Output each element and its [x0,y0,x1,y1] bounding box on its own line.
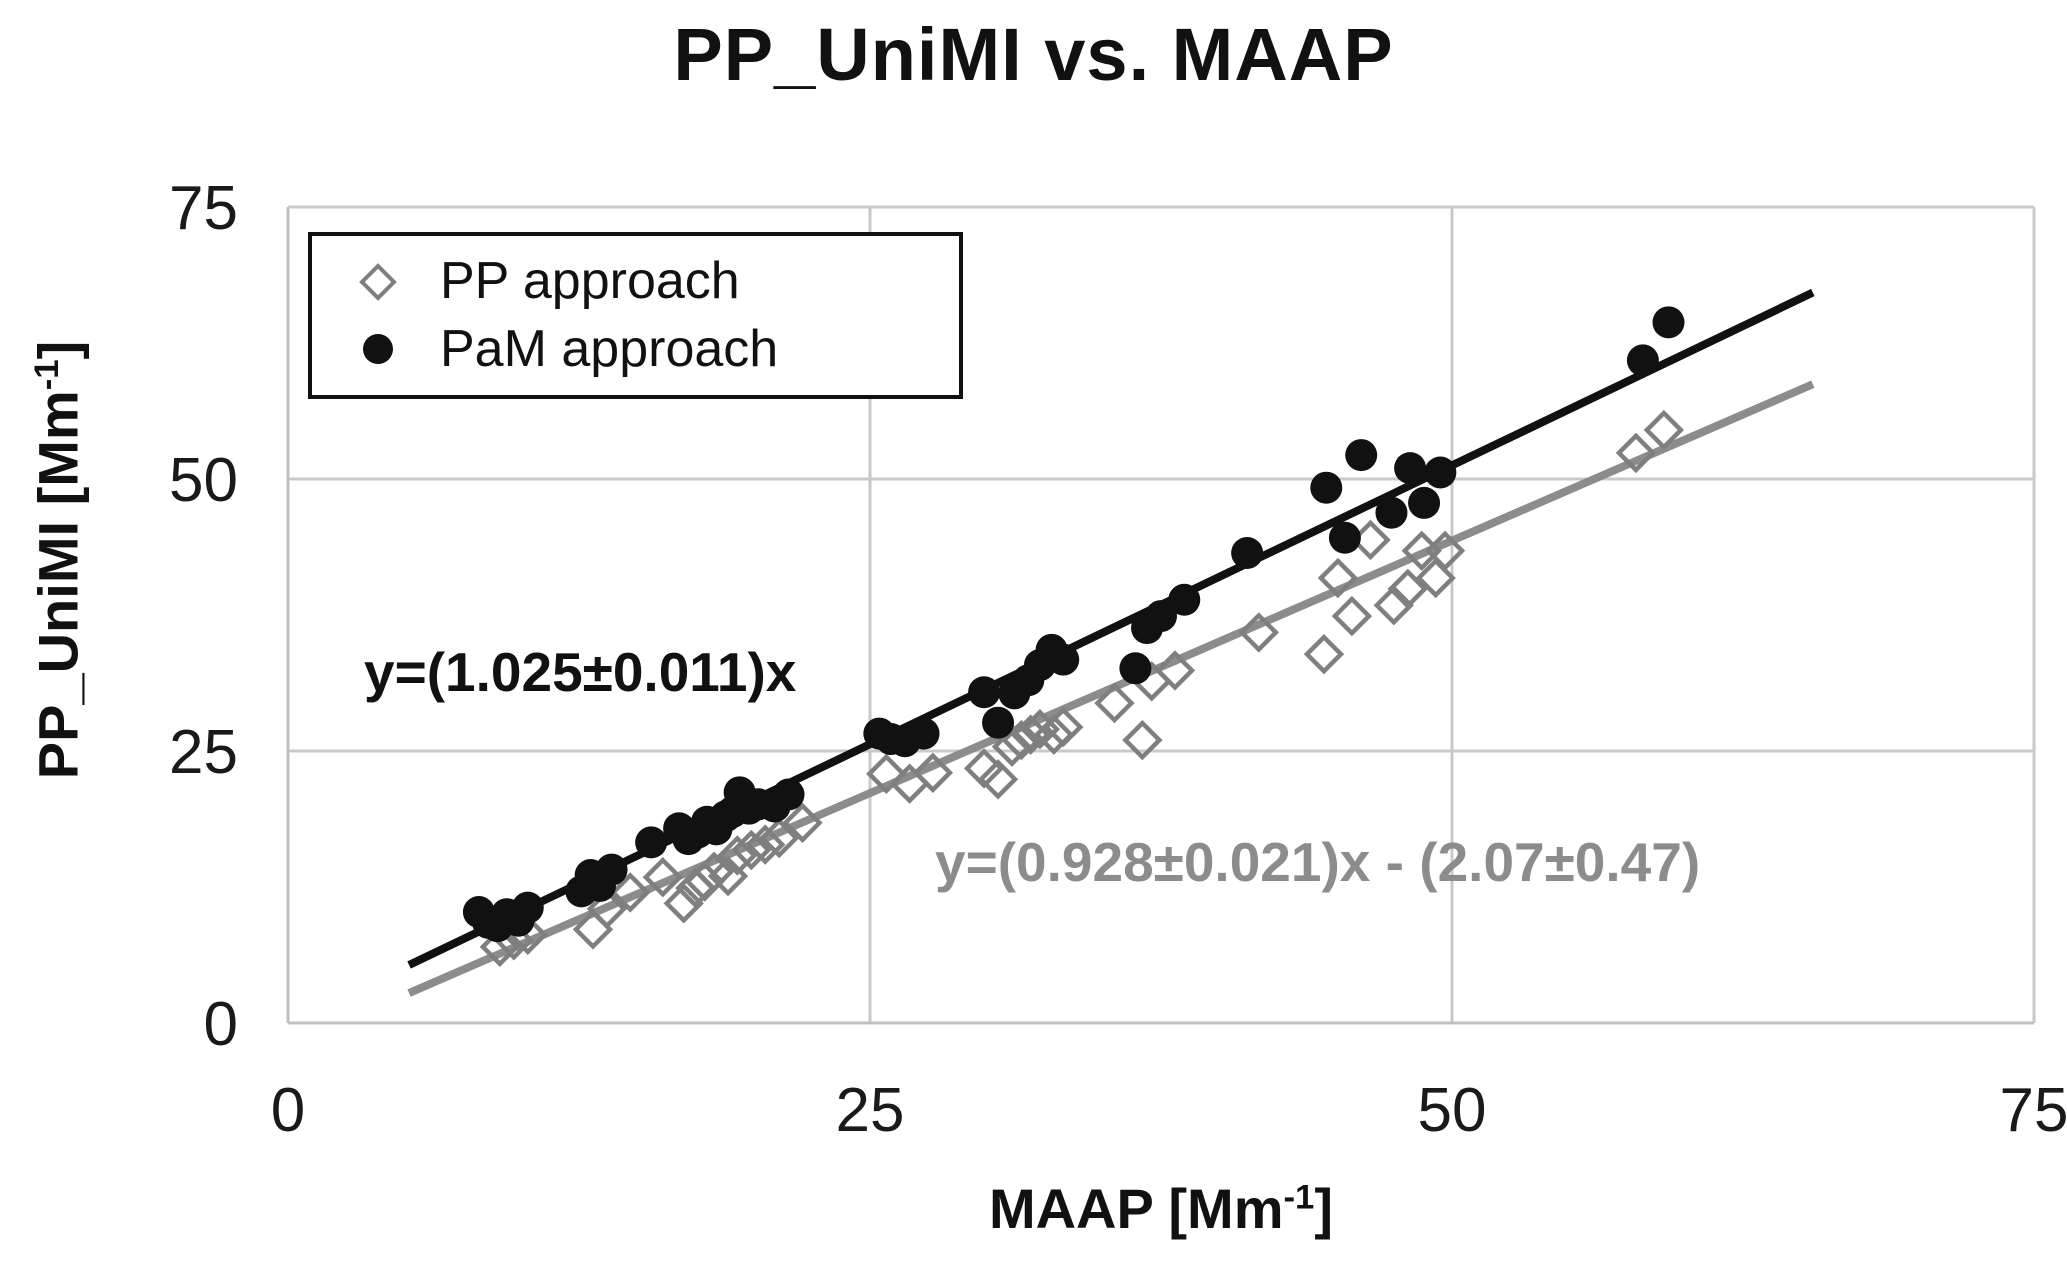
pam-point [1310,471,1343,504]
legend-item-pam: PaM approach [358,319,959,378]
pam-point [1424,456,1457,489]
y-tick-label: 0 [204,990,238,1059]
pp-point [1424,530,1466,571]
pam-point [595,853,628,886]
pp-point [1094,682,1135,724]
x-tick-label: 50 [1418,1076,1487,1145]
pp-point [1373,585,1414,626]
y-tick-label: 25 [169,718,238,787]
y-tick-label: 50 [169,446,238,515]
pp-point [866,753,907,795]
pp-point [745,824,786,865]
pam-point [1231,536,1264,569]
pp-point [684,861,725,902]
pp-point [1238,612,1279,653]
pam-point [907,717,940,750]
y-axis-superscript: -1 [27,359,66,391]
x-tick-label: 0 [271,1076,305,1145]
pp-point [479,926,521,968]
pam-point [1119,652,1152,685]
pp-point [1643,409,1685,451]
pam-point [1345,439,1378,472]
diamond-marker-icon [359,263,397,301]
pam-point [1652,306,1685,339]
pp-point [977,759,1019,800]
chart-title: PP_UniMI vs. MAAP [673,13,1394,96]
pp-point [1033,714,1075,755]
pam-point [1408,486,1441,519]
pp-point [1122,719,1163,761]
pp-point [1154,650,1196,691]
pam-point [635,826,668,859]
pp-point [610,872,651,913]
pp-point [663,883,704,924]
pp-point [1303,633,1345,675]
pp-point [759,817,800,859]
pam-point [1394,452,1427,485]
x-axis-title: MAAP [Mm-1] [988,1177,1334,1240]
pp-point [1415,557,1456,599]
pp-point [991,726,1033,767]
pp-point [1387,568,1428,610]
pam-point [1626,344,1659,377]
pp-point [912,752,954,793]
pam-point [1328,521,1361,554]
pp-point [1001,719,1042,761]
pam-point [772,778,805,811]
legend-label-pp: PP approach [440,252,740,311]
pp-point [642,857,683,898]
y-tick-label: 75 [169,174,238,243]
fit-equation-pam: y=(1.025±0.011)x [364,641,797,703]
pp-point [693,851,735,892]
pp-point [1615,432,1657,474]
x-tick-label: 25 [836,1076,905,1145]
pam-point [1375,496,1408,529]
pam-point [968,676,1001,709]
x-axis-superscript: -1 [1283,1178,1315,1217]
pp-point [1317,557,1359,599]
circle-marker-icon [363,334,393,365]
legend: PP approach PaM approach [308,232,963,399]
pp-point [1331,595,1373,637]
y-axis-title: PP_UniMI [Mm-1] [26,340,90,780]
fit-equation-pp: y=(0.928±0.021)x - (2.07±0.47) [935,831,1701,893]
legend-label-pam: PaM approach [440,319,779,378]
pp-point [782,802,823,843]
pp-point [586,888,628,929]
pam-point [511,891,544,924]
pam-point [1145,600,1177,633]
pam-point [1047,643,1080,676]
pam-point [1168,583,1201,616]
pp-point [1043,706,1084,748]
pam-point [982,706,1015,739]
legend-item-pp: PP approach [358,253,959,310]
x-tick-label: 75 [2000,1076,2067,1145]
pp-point [731,829,772,871]
pp-point [717,835,758,876]
